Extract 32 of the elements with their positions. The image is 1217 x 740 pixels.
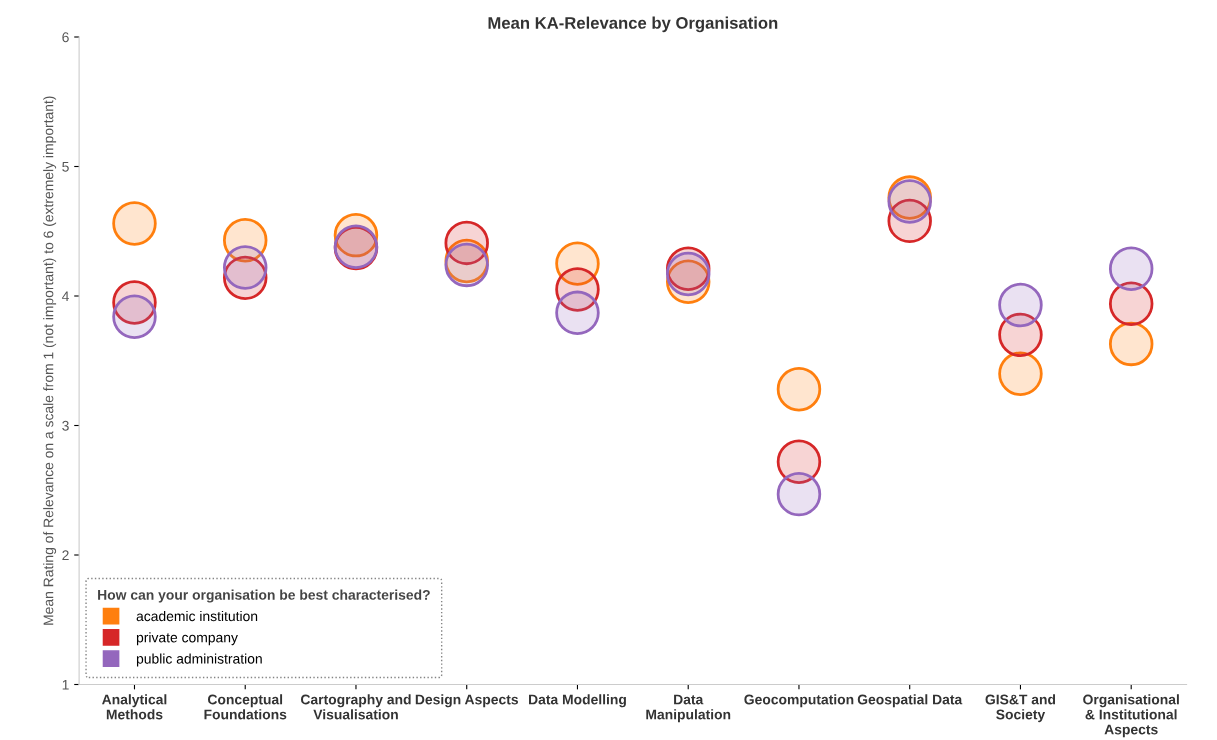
point (112, 201, 157, 246)
y-tick-label: 6 (62, 32, 69, 43)
y-tick-label: 2 (62, 550, 69, 561)
x-tick-label: Cartography and Visualisation (300, 694, 411, 720)
chart-title: Mean KA-Relevance by Organisation (488, 16, 778, 33)
x-tick-label: Geospatial Data (857, 694, 963, 708)
x-tick-label: Conceptual Foundations (204, 694, 287, 720)
x-tick-label: Design Aspects (415, 694, 518, 708)
x-tick-label: GIS&T and Society (985, 694, 1056, 723)
x-tick-label: Geocomputation (744, 694, 854, 708)
point (1108, 246, 1154, 292)
point (555, 290, 600, 336)
x-tick-label: Analytical Methods (102, 694, 167, 720)
legend-label: academic institution (136, 610, 258, 622)
point (112, 294, 157, 339)
y-tick-label: 1 (62, 679, 69, 690)
point (223, 245, 268, 290)
point (998, 282, 1043, 328)
legend-label: public administration (136, 653, 262, 667)
x-tick-label: Data Modelling (529, 694, 626, 708)
point (998, 351, 1043, 396)
y-tick-label: 5 (62, 161, 69, 172)
y-axis-title: Mean Rating of Relevance on a scale from 1 (not important) to 6 (extremely important) (43, 96, 57, 625)
y-tick-label: 4 (61, 291, 69, 302)
point (776, 471, 822, 517)
x-tick-label: Organisational & Institutional Aspects (1083, 694, 1179, 738)
y-tick-label: 3 (62, 420, 69, 431)
legend-title: How can your organisation be best characterised? (98, 589, 430, 603)
point (776, 367, 822, 412)
legend-label: private company (136, 632, 238, 646)
point (1108, 321, 1154, 367)
x-tick-label: Data Manipulation (646, 694, 731, 723)
